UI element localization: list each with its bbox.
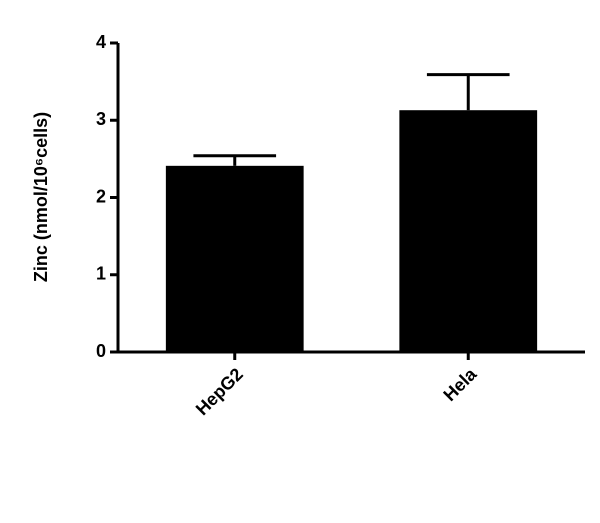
y-tick-label: 3 bbox=[96, 109, 106, 129]
y-tick-label: 4 bbox=[96, 32, 106, 52]
y-tick-label: 2 bbox=[96, 186, 106, 206]
y-tick-label: 0 bbox=[96, 341, 106, 361]
y-axis-label: Zinc (nmol/10⁶cells) bbox=[31, 112, 51, 282]
bar bbox=[165, 165, 304, 352]
y-tick-label: 1 bbox=[96, 264, 106, 284]
bar bbox=[399, 110, 538, 353]
x-tick-label: Hela bbox=[439, 363, 481, 405]
x-tick-label: HepG2 bbox=[192, 364, 247, 419]
